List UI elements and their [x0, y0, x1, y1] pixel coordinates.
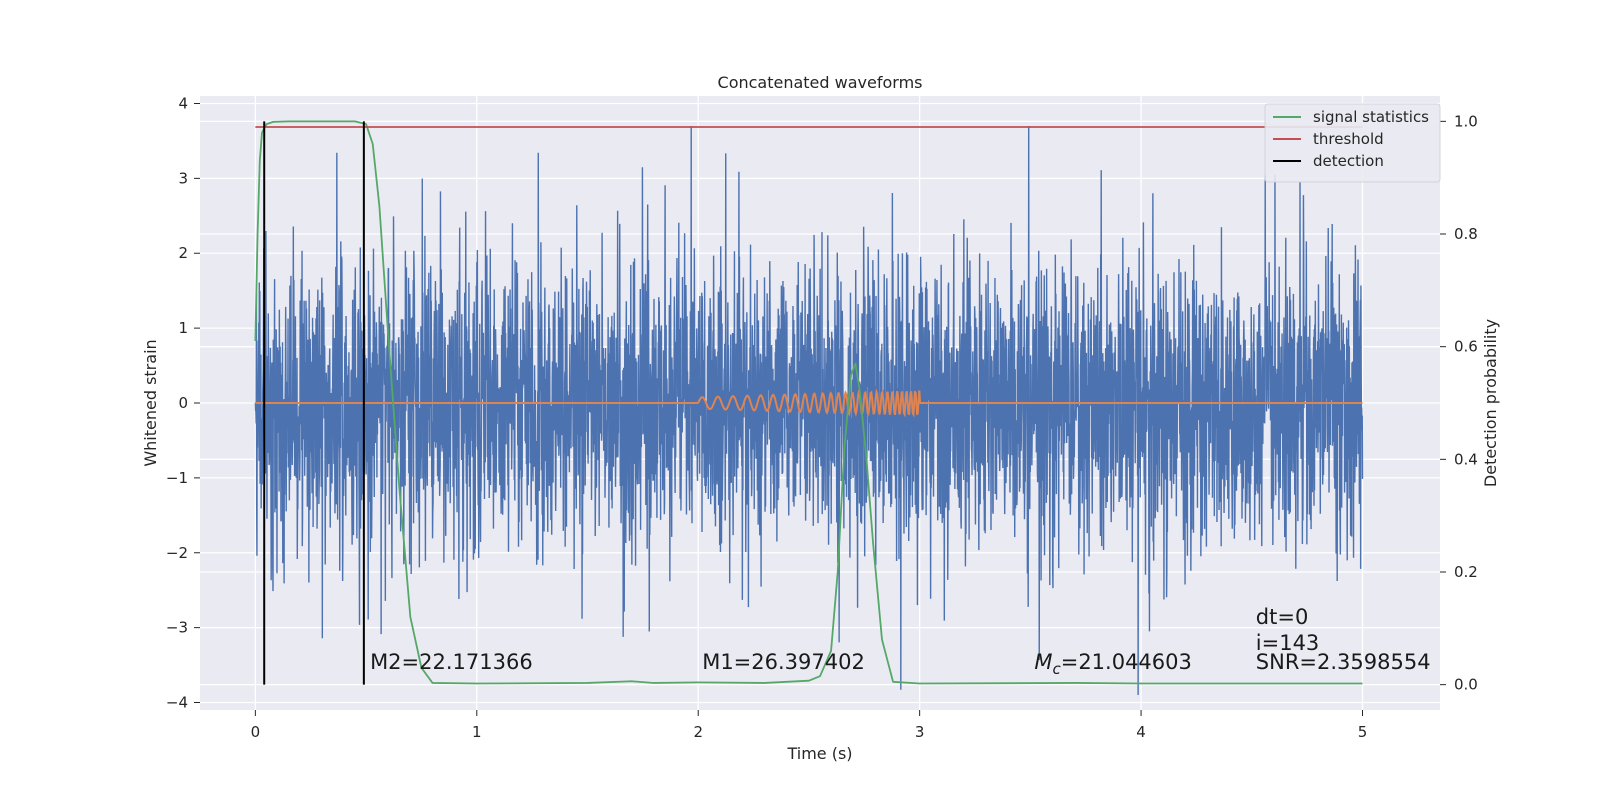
- annotation-text: M2=22.171366: [370, 650, 533, 674]
- annotation-subscript: c: [1052, 660, 1061, 678]
- y-tick-label-left: 1: [178, 319, 188, 337]
- y-tick-label-right: 0.0: [1454, 676, 1478, 694]
- annotation-text: M1=26.397402: [702, 650, 865, 674]
- x-axis: 0 1 2 3 4 5: [251, 710, 1368, 741]
- y-axis-label-right: Detection probability: [1481, 319, 1500, 487]
- chart-title: Concatenated waveforms: [718, 73, 923, 92]
- x-tick-label: 4: [1136, 723, 1146, 741]
- annotation-text: SNR=2.3598554: [1256, 650, 1431, 674]
- legend-box: [1264, 103, 1441, 183]
- y-tick-label-left: −2: [166, 544, 188, 562]
- x-tick-label: 2: [693, 723, 703, 741]
- legend-label: signal statistics: [1313, 108, 1429, 126]
- annotation-text: Mc=21.044603: [1034, 650, 1192, 678]
- annotation-value: =21.044603: [1061, 650, 1192, 674]
- y-tick-label-left: 2: [178, 244, 188, 262]
- waveform-template-series: [255, 387, 1363, 418]
- y-tick-label-right: 1.0: [1454, 112, 1478, 130]
- y-tick-label-left: 3: [178, 169, 188, 187]
- x-tick-label: 5: [1358, 723, 1368, 741]
- y-tick-label-right: 0.2: [1454, 563, 1478, 581]
- y-tick-label-left: 4: [178, 94, 188, 112]
- plot-data: [254, 120, 1364, 696]
- legend: signal statistics threshold detection: [1264, 103, 1441, 183]
- x-tick-label: 1: [472, 723, 482, 741]
- annotation-math: M: [1034, 650, 1052, 674]
- annotations: M2=22.171366 M1=26.397402 Mc=21.044603 dt=0…: [370, 605, 1431, 678]
- y-axis-right: 0.0 0.2 0.4 0.6 0.8 1.0: [1440, 112, 1478, 694]
- annotation-text: i=143: [1256, 631, 1320, 655]
- annotation-text: dt=0: [1256, 605, 1309, 629]
- legend-label: detection: [1313, 152, 1384, 170]
- y-tick-label-left: −3: [166, 619, 188, 637]
- y-tick-label-left: −1: [166, 469, 188, 487]
- y-tick-label-left: −4: [166, 694, 188, 712]
- strain-noise-series: [254, 125, 1364, 696]
- x-tick-label: 3: [915, 723, 925, 741]
- legend-label: threshold: [1313, 130, 1384, 148]
- y-tick-label-right: 0.8: [1454, 225, 1478, 243]
- y-tick-label-right: 0.6: [1454, 338, 1478, 356]
- y-tick-label-right: 0.4: [1454, 450, 1478, 468]
- signal-statistics-line: [254, 120, 1363, 685]
- x-axis-label: Time (s): [786, 744, 852, 763]
- y-axis-left: −4 −3 −2 −1 0 1 2 3 4: [166, 94, 200, 712]
- x-tick-label: 0: [251, 723, 261, 741]
- y-tick-label-left: 0: [178, 394, 188, 412]
- y-axis-label-left: Whitened strain: [141, 339, 160, 466]
